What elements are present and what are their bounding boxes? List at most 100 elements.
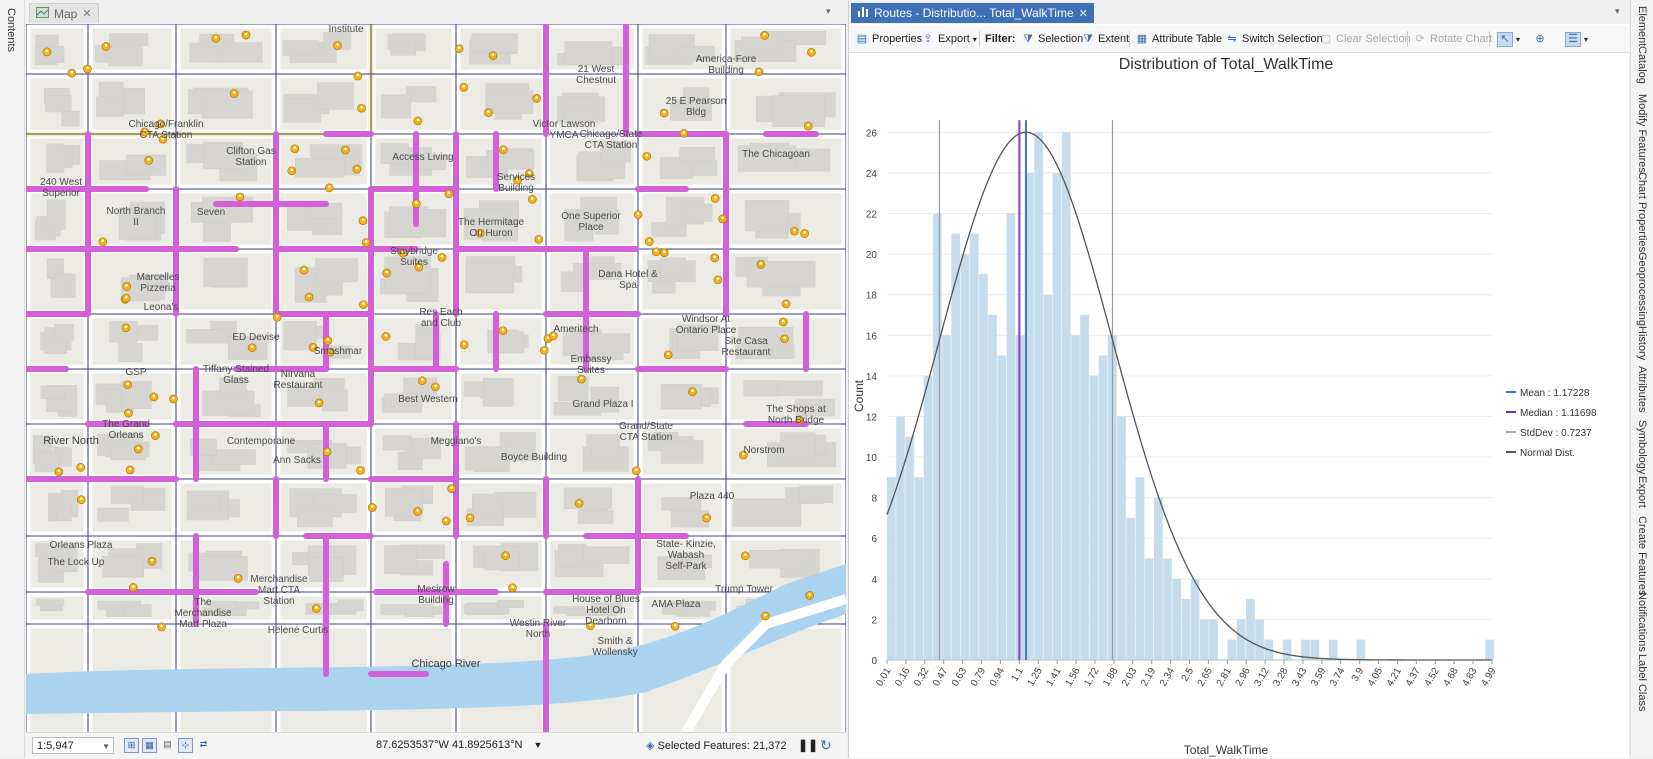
poi-marker[interactable] [540,345,549,355]
poi-marker[interactable] [803,121,813,131]
poi-marker[interactable] [122,282,132,291]
poi-marker[interactable] [800,229,809,238]
poi-marker[interactable] [241,30,251,40]
histogram-bar[interactable] [896,416,905,661]
poi-marker[interactable] [412,199,421,209]
histogram-bar[interactable] [1080,314,1090,661]
histogram-bar[interactable] [1135,477,1145,661]
poi-marker[interactable] [158,134,168,144]
poi-marker[interactable] [149,392,159,402]
poi-marker[interactable] [501,551,510,561]
poi-marker[interactable] [98,237,108,247]
poi-marker[interactable] [76,495,86,505]
poi-marker[interactable] [121,323,131,333]
poi-marker[interactable] [147,556,157,566]
poi-marker[interactable] [311,604,321,613]
poi-marker[interactable] [247,343,257,353]
poi-marker[interactable] [326,347,335,357]
table-icon[interactable]: ▤ [163,739,172,749]
dock-tab-geoprocessing[interactable]: Geoprocessing [1636,252,1648,326]
poi-marker[interactable] [437,253,447,262]
poi-marker[interactable] [760,31,769,40]
poi-marker[interactable] [702,513,711,523]
poi-marker[interactable] [805,591,815,600]
poi-marker[interactable] [413,116,423,126]
poi-marker[interactable] [290,144,300,154]
poi-marker[interactable] [361,238,371,247]
histogram-bar[interactable] [1209,619,1218,661]
poi-marker[interactable] [444,189,454,199]
poi-marker[interactable] [54,467,64,477]
poi-marker[interactable] [356,465,365,475]
poi-marker[interactable] [465,513,475,523]
poi-marker[interactable] [417,376,427,386]
poi-marker[interactable] [314,398,324,408]
chart-tab[interactable]: Routes - Distributio... Total_WalkTime ✕ [851,3,1094,23]
map-tab[interactable]: Map ✕ [29,3,99,23]
poi-marker[interactable] [169,394,178,404]
poi-marker[interactable] [352,164,362,174]
legend-item[interactable]: Median : 1.11698 [1506,408,1597,419]
histogram-bar[interactable] [905,436,915,661]
poi-marker[interactable] [488,51,498,60]
chart-pane-menu-icon[interactable]: ▾ [1615,6,1620,16]
scale-selector[interactable]: 1:5,947 ▼ [32,737,114,754]
poi-marker[interactable] [740,551,750,561]
histogram-bar[interactable] [1282,639,1292,661]
legend-item[interactable]: StdDev : 0.7237 [1506,428,1592,439]
poi-marker[interactable] [527,195,537,204]
poi-marker[interactable] [795,415,805,425]
poi-marker[interactable] [790,226,799,236]
poi-marker[interactable] [754,67,764,77]
histogram-bar[interactable] [1126,517,1136,661]
export-button[interactable]: ⇪ Export ▾ [921,30,976,48]
dock-tab-modify-features[interactable]: Modify Features [1636,94,1648,173]
poi-marker[interactable] [631,466,641,476]
poi-marker[interactable] [353,71,363,81]
histogram-bar[interactable] [932,213,942,661]
poi-marker[interactable] [367,503,377,512]
filter-selection-button[interactable]: ⧩ Selection [1021,30,1083,48]
histogram-bar[interactable] [997,355,1007,661]
histogram-bar[interactable] [942,335,951,661]
histogram-bar[interactable] [1098,355,1108,661]
zoom-button[interactable]: ⊕ [1533,30,1547,48]
histogram-bar[interactable] [960,253,970,661]
poi-marker[interactable] [76,463,86,472]
poi-marker[interactable] [157,622,166,632]
histogram-bar[interactable] [1181,598,1191,661]
dock-tab-history[interactable]: History [1636,326,1648,361]
histogram-bar[interactable] [1061,132,1071,661]
poi-marker[interactable] [431,382,440,392]
poi-marker[interactable] [398,248,408,258]
histogram-bar[interactable] [1199,619,1209,661]
poi-marker[interactable] [67,68,77,78]
close-chart-tab-icon[interactable]: ✕ [1078,7,1088,20]
poi-marker[interactable] [642,151,652,161]
legend-item[interactable]: Mean : 1.17228 [1506,388,1590,399]
poi-marker[interactable] [513,175,522,185]
histogram-bar[interactable] [1328,639,1338,661]
poi-marker[interactable] [577,374,586,384]
poi-marker[interactable] [508,583,517,593]
histogram-bar[interactable] [1310,639,1320,661]
attribute-table-button[interactable]: ▦ Attribute Table [1135,30,1222,48]
poi-marker[interactable] [498,326,508,336]
poi-marker[interactable] [670,621,680,631]
map-basemap[interactable] [26,24,846,732]
dock-tab-attributes[interactable]: Attributes [1636,366,1648,413]
poi-marker[interactable] [454,44,464,54]
poi-marker[interactable] [156,119,165,129]
snapping-icon[interactable]: ⊹ [178,738,193,753]
poi-marker[interactable] [532,94,541,103]
histogram-bar[interactable] [1006,213,1016,661]
dock-tab-notifications[interactable]: Notifications [1636,592,1648,652]
poi-marker[interactable] [780,334,789,344]
poi-marker[interactable] [441,516,451,526]
select-tool-button[interactable]: ↖ ▾ [1497,30,1520,48]
poi-marker[interactable] [341,145,350,155]
poi-marker[interactable] [548,331,558,341]
view-options-button[interactable]: ☰ ▾ [1565,30,1588,48]
selected-features-readout[interactable]: ◈ Selected Features: 21,372 [646,739,787,752]
poi-marker[interactable] [211,33,221,43]
